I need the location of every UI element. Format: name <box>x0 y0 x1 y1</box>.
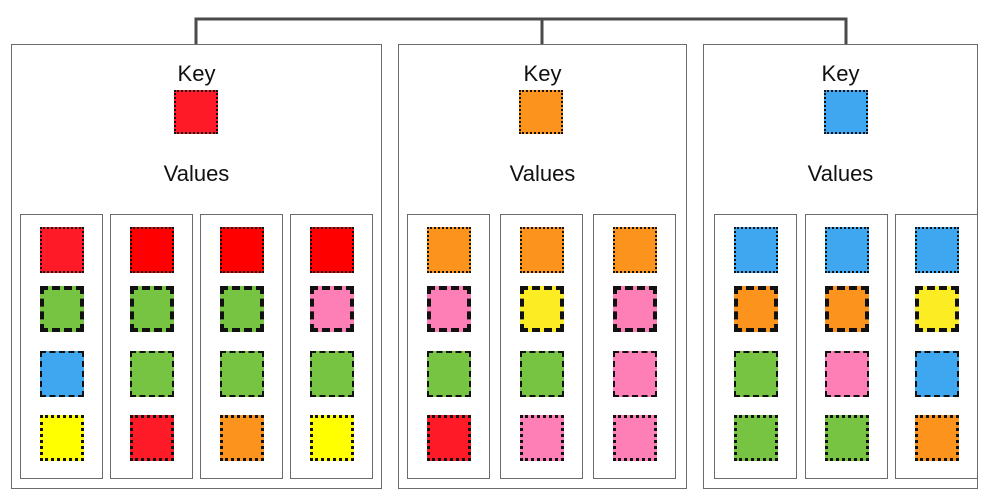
value-cell <box>310 286 354 332</box>
value-cell <box>40 415 84 461</box>
value-cell <box>825 227 869 273</box>
value-column <box>895 214 978 479</box>
value-cell <box>520 286 564 332</box>
value-cell <box>613 227 657 273</box>
key-label: Key <box>821 61 860 86</box>
value-cell <box>427 227 471 273</box>
value-cell <box>825 415 869 461</box>
value-cell <box>613 415 657 461</box>
value-cell <box>220 286 264 332</box>
value-cell <box>734 227 778 273</box>
value-column <box>714 214 797 479</box>
key-group-3: Key Values <box>703 44 978 489</box>
value-cell <box>520 227 564 273</box>
value-cell <box>130 415 174 461</box>
value-column <box>593 214 676 479</box>
key-swatch <box>824 90 868 134</box>
value-cell <box>220 415 264 461</box>
value-cell <box>40 351 84 397</box>
value-column <box>110 214 193 479</box>
value-column <box>200 214 283 479</box>
key-group-2: Key Values <box>398 44 687 489</box>
value-column <box>290 214 373 479</box>
value-cell <box>40 286 84 332</box>
key-group-1: Key Values <box>11 44 382 489</box>
values-label: Values <box>163 161 230 186</box>
value-cell <box>520 351 564 397</box>
value-cell <box>310 351 354 397</box>
value-cell <box>613 286 657 332</box>
value-column <box>500 214 583 479</box>
value-cell <box>734 351 778 397</box>
value-cell <box>915 351 959 397</box>
value-cell <box>130 286 174 332</box>
value-cell <box>310 227 354 273</box>
values-label: Values <box>509 161 576 186</box>
key-swatch <box>174 90 218 134</box>
value-cell <box>427 351 471 397</box>
value-cell <box>310 415 354 461</box>
key-swatch <box>519 90 563 134</box>
value-cell <box>915 227 959 273</box>
value-cell <box>427 286 471 332</box>
value-cell <box>220 351 264 397</box>
value-cell <box>915 415 959 461</box>
value-column <box>20 214 103 479</box>
value-cell <box>825 286 869 332</box>
value-column <box>805 214 888 479</box>
value-cell <box>520 415 564 461</box>
value-cell <box>427 415 471 461</box>
value-cell <box>613 351 657 397</box>
key-label: Key <box>177 61 216 86</box>
value-cell <box>40 227 84 273</box>
value-cell <box>130 227 174 273</box>
values-label: Values <box>807 161 874 186</box>
value-cell <box>915 286 959 332</box>
value-cell <box>825 351 869 397</box>
key-label: Key <box>523 61 562 86</box>
value-cell <box>130 351 174 397</box>
value-cell <box>220 227 264 273</box>
value-cell <box>734 415 778 461</box>
value-column <box>407 214 490 479</box>
value-cell <box>734 286 778 332</box>
